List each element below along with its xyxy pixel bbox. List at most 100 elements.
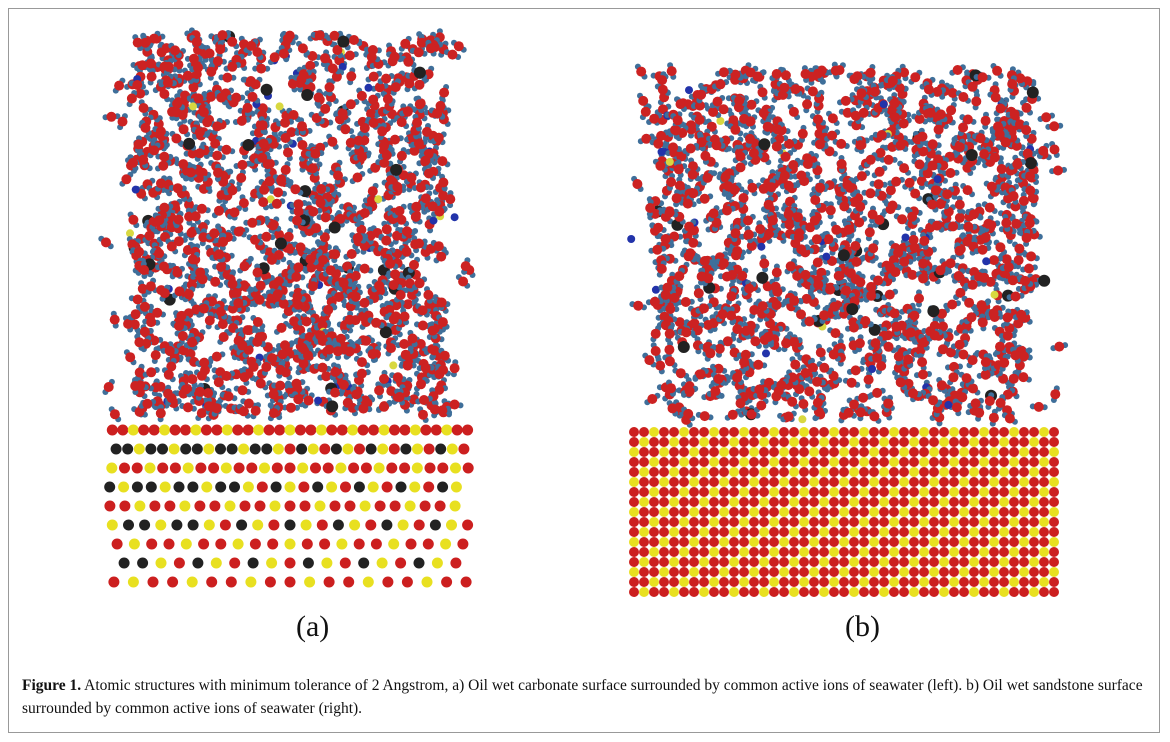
atom (151, 350, 161, 360)
atom (402, 226, 412, 236)
atom (243, 103, 253, 113)
atom (134, 139, 144, 149)
atom (197, 371, 207, 381)
atom (158, 161, 168, 171)
atom (354, 136, 364, 146)
atom (957, 392, 967, 402)
atom (657, 75, 667, 85)
atom (1025, 186, 1035, 196)
atom (450, 363, 460, 373)
atom (1008, 275, 1018, 285)
atom (407, 173, 417, 183)
atom (164, 62, 174, 72)
atom (415, 278, 425, 288)
atom (324, 345, 334, 355)
atom (125, 352, 135, 362)
atom (163, 78, 173, 88)
atom (221, 145, 231, 155)
atom (694, 288, 704, 298)
atom (327, 137, 337, 147)
atom (231, 93, 241, 103)
atom (131, 309, 141, 319)
atom (247, 218, 257, 228)
atom (308, 163, 318, 173)
atom (297, 121, 307, 131)
atom (974, 408, 984, 418)
atom (316, 198, 326, 208)
atom (403, 299, 413, 309)
atom (347, 249, 357, 259)
atom (195, 387, 205, 397)
atom (968, 82, 978, 92)
atom (218, 30, 228, 40)
atom (333, 171, 343, 181)
atom (175, 286, 185, 296)
atom (187, 337, 197, 347)
atom (159, 152, 169, 162)
atom (850, 241, 860, 251)
atom (434, 207, 444, 217)
atom (962, 373, 972, 383)
atom (360, 264, 370, 274)
atom (343, 398, 353, 408)
atom (228, 279, 238, 289)
atom (240, 261, 250, 271)
atom (759, 259, 769, 269)
atom (955, 213, 965, 223)
atom (308, 207, 318, 217)
atom (257, 153, 267, 163)
atom (214, 377, 224, 387)
atom (828, 113, 838, 123)
atom (353, 173, 363, 183)
atom (142, 399, 152, 409)
atom (176, 311, 186, 321)
atom (392, 182, 402, 192)
atom (146, 281, 156, 291)
atom (248, 92, 258, 102)
atom (339, 380, 349, 390)
atom (297, 343, 307, 353)
atom (222, 73, 232, 83)
atom (377, 126, 387, 136)
atom (164, 370, 174, 380)
atom (236, 173, 246, 183)
atom (206, 67, 216, 77)
atom (171, 134, 181, 144)
atom (434, 241, 444, 251)
atom (822, 253, 830, 261)
atom (700, 411, 710, 421)
atom (193, 63, 203, 73)
atom (275, 238, 287, 250)
atom (739, 193, 749, 203)
atom (178, 159, 188, 169)
atom (946, 168, 956, 178)
atom (397, 151, 407, 161)
atom (365, 84, 373, 92)
atom (292, 292, 302, 302)
atom (668, 142, 678, 152)
atom (978, 318, 988, 328)
atom (681, 327, 691, 337)
atom (139, 265, 149, 275)
atom (426, 43, 436, 53)
atom (381, 236, 391, 246)
atom (647, 394, 657, 404)
atom (884, 342, 894, 352)
atom (294, 199, 304, 209)
atom (261, 232, 271, 242)
atom (149, 145, 159, 155)
atom (315, 30, 325, 40)
atom (357, 369, 367, 379)
atom (414, 47, 424, 57)
atom (434, 133, 444, 143)
atom (849, 74, 859, 84)
atom (310, 149, 320, 159)
atom (160, 288, 170, 298)
atom (281, 165, 291, 175)
atom (636, 67, 646, 77)
atom (189, 102, 197, 110)
atom (181, 385, 191, 395)
atom (667, 66, 677, 76)
atom (992, 66, 1002, 76)
atom (174, 321, 184, 331)
